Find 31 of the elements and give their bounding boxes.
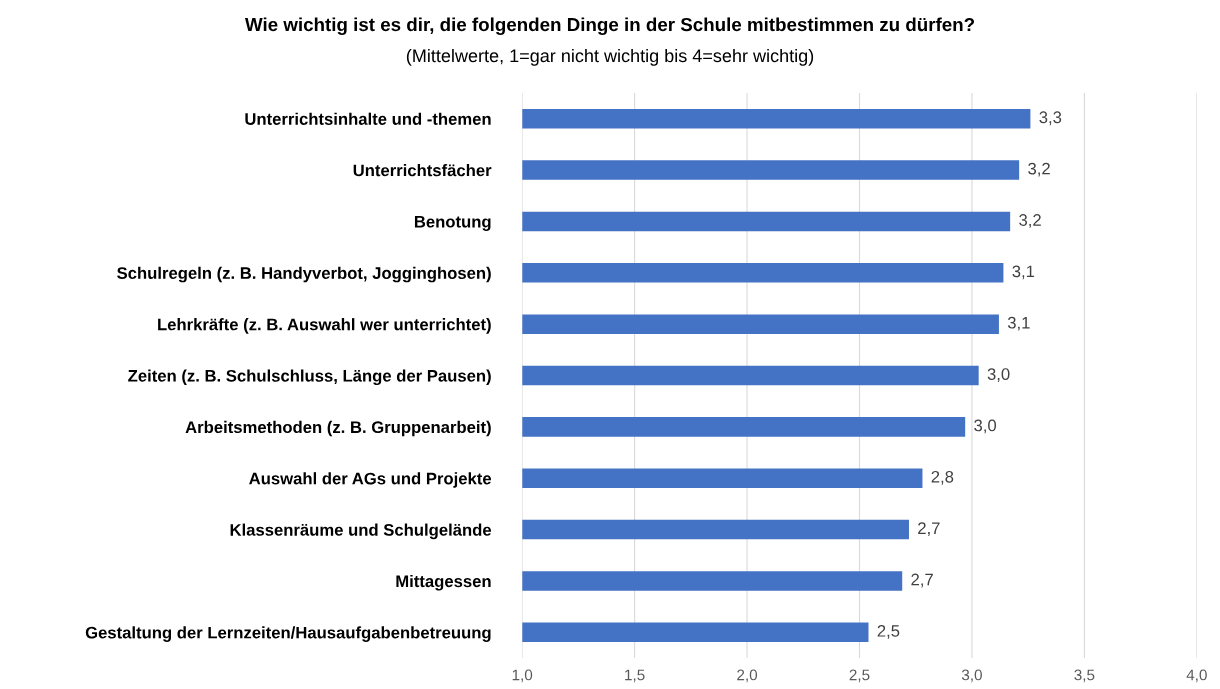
chart-title: Wie wichtig ist es dir, die folgenden Dinge in der Schule mitbestimmen zu dürfen? <box>244 17 975 35</box>
x-tick-label: 1,5 <box>625 669 645 683</box>
x-tick-label: 1,0 <box>512 669 533 683</box>
y-tick-label: Klassenräume und Schulgelände <box>230 523 492 540</box>
x-tick-label: 2,5 <box>849 669 870 683</box>
data-label: 3,3 <box>1039 111 1062 126</box>
chart-subtitle: (Mittelwerte, 1=gar nicht wichtig bis 4=sehr wichtig) <box>406 48 814 66</box>
x-tick-label: 4,0 <box>1186 669 1207 683</box>
x-tick-label: 3,5 <box>1074 669 1095 683</box>
y-tick-label: Auswahl der AGs und Projekte <box>249 472 492 488</box>
data-label: 2,7 <box>911 573 933 588</box>
data-label: 3,1 <box>1012 265 1035 280</box>
y-tick-label: Schulregeln (z. B. Handyverbot, Jogginghosen) <box>117 266 491 283</box>
data-label: 2,5 <box>877 624 900 639</box>
data-label: 3,2 <box>1019 214 1041 228</box>
data-label: 3,2 <box>1028 162 1050 177</box>
y-tick-label: Unterrichtsinhalte und -themen <box>245 112 491 125</box>
y-tick-label: Zeiten (z. B. Schulschluss, Länge der Pausen) <box>128 369 491 386</box>
data-label: 3,0 <box>987 368 1010 382</box>
x-tick-label: 3,0 <box>961 669 982 683</box>
y-tick-label: Arbeitsmethoden (z. B. Gruppenarbeit) <box>185 420 491 437</box>
data-label: 2,8 <box>931 470 954 485</box>
y-tick-label: Unterrichtsfächer <box>353 164 492 177</box>
data-label: 3,1 <box>1007 316 1030 331</box>
data-label: 2,7 <box>918 522 940 537</box>
y-tick-label: Benotung <box>414 215 491 231</box>
y-tick-label: Gestaltung der Lernzeiten/Hausaufgabenbetreuung <box>85 626 491 642</box>
data-label: 3,0 <box>974 419 997 434</box>
y-tick-label: Lehrkräfte (z. B. Auswahl wer unterrichtet) <box>158 318 491 334</box>
x-tick-label: 2,0 <box>737 669 758 683</box>
y-tick-label: Mittagessen <box>396 574 491 591</box>
